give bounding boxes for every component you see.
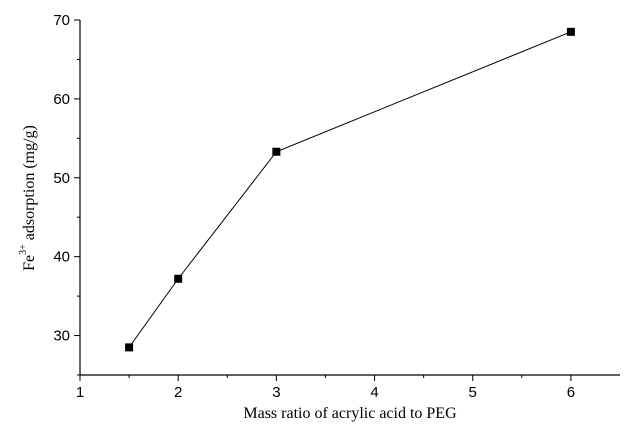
y-tick-label: 30 xyxy=(53,328,70,345)
x-tick-label: 5 xyxy=(469,384,477,401)
axes xyxy=(79,20,620,376)
y-axis-title: Fe3+ adsorption (mg/g) xyxy=(18,125,38,271)
y-axis-title-suffix: adsorption (mg/g) xyxy=(21,125,38,244)
x-ticks: 1 2 3 4 5 6 xyxy=(76,375,575,401)
plot-area xyxy=(125,27,575,352)
x-axis-title: Mass ratio of acrylic acid to PEG xyxy=(243,405,457,422)
x-tick-label: 1 xyxy=(76,384,84,401)
x-tick-label: 3 xyxy=(272,384,280,401)
y-tick-label: 70 xyxy=(53,12,70,29)
y-ticks: 30 40 50 60 70 xyxy=(53,12,80,376)
y-axis-title-prefix: Fe xyxy=(21,255,38,271)
y-tick-label: 50 xyxy=(53,170,70,187)
data-point-marker xyxy=(272,147,281,156)
series-line xyxy=(128,31,572,348)
y-axis-title-superscript: 3+ xyxy=(18,244,29,255)
data-point-marker xyxy=(566,27,575,36)
data-point-marker xyxy=(174,274,183,283)
data-point-marker xyxy=(125,343,134,352)
x-tick-label: 6 xyxy=(567,384,575,401)
y-tick-label: 60 xyxy=(53,91,70,108)
y-tick-label: 40 xyxy=(53,249,70,266)
x-tick-label: 2 xyxy=(174,384,182,401)
x-tick-label: 4 xyxy=(370,384,378,401)
